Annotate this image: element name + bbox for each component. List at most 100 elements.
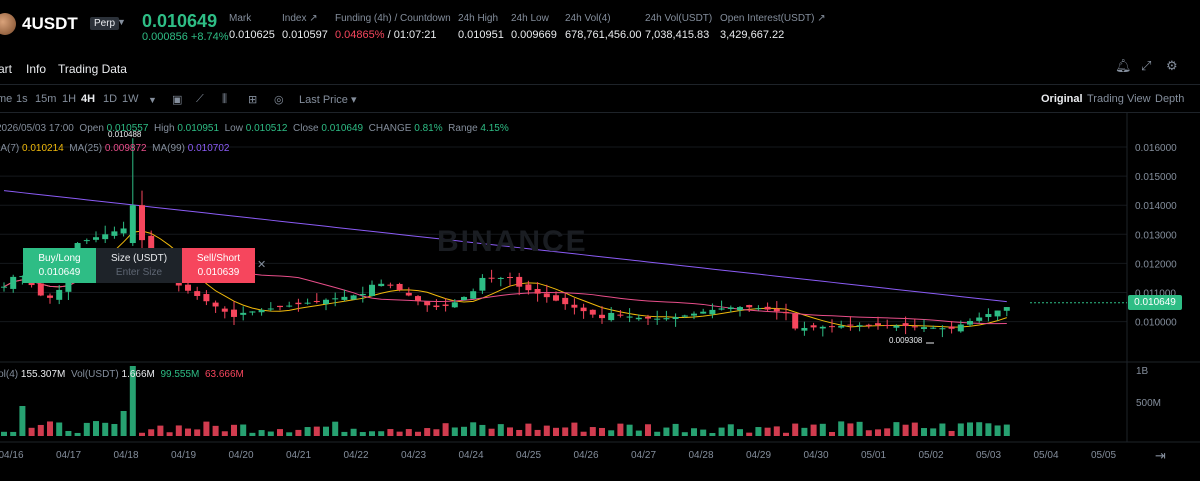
divider [0, 84, 1200, 85]
stat-oi-label[interactable]: Open Interest(USDT) ↗ [720, 13, 826, 24]
price-axis-label: 0.015000 [1135, 172, 1177, 183]
stat-high-label: 24h High [458, 13, 499, 24]
candle-body [755, 308, 762, 310]
view-trading-view[interactable]: Trading View [1087, 93, 1151, 105]
volume-bar [755, 427, 762, 436]
candle-type-icon[interactable]: ⫼ [222, 93, 228, 105]
candle-body [240, 312, 247, 315]
size-input[interactable] [99, 267, 179, 278]
tab-info[interactable]: Info [26, 62, 47, 76]
candle-body [369, 284, 375, 297]
date-axis-label: 04/27 [631, 450, 656, 461]
volume-bar [194, 429, 201, 436]
price-chart[interactable]: 0.016000 0.015000 0.014000 0.013000 0.012000… [0, 112, 1200, 481]
candle-body [571, 304, 578, 308]
candle-body [415, 296, 421, 302]
volume-bar [396, 431, 403, 436]
sell-short-button[interactable]: Sell/Short 0.010639 [182, 248, 255, 283]
volume-bar [341, 431, 348, 436]
view-original[interactable]: Original [1041, 93, 1083, 105]
candle-body [203, 294, 210, 302]
candle-body [19, 276, 26, 278]
stat-volusdt-label: 24h Vol(USDT) [645, 13, 713, 24]
ohlc-range: 4.15% [480, 123, 509, 134]
volume-bar [663, 427, 670, 436]
volume-bar [773, 426, 780, 436]
candle-body [884, 324, 891, 326]
volume-bar [764, 427, 771, 436]
symbol-dropdown-icon[interactable]: ▼ [117, 17, 126, 27]
settings-icon[interactable]: ⚙ [1166, 58, 1178, 73]
calendar-icon[interactable]: ▣ [172, 94, 183, 106]
volume-bar [120, 411, 127, 436]
size-field[interactable]: Size (USDT) [96, 248, 182, 283]
vol-axis-1b: 1B [1136, 366, 1149, 377]
vol-axis-500m: 500M [1136, 398, 1162, 409]
date-axis-label: 04/20 [228, 450, 253, 461]
stat-index-label[interactable]: Index ↗ [282, 13, 318, 24]
symbol-name[interactable]: 4USDT [22, 14, 78, 33]
candle-body [194, 291, 201, 296]
interval-time[interactable]: me [0, 93, 13, 105]
candle-body [313, 300, 320, 302]
interval-1d[interactable]: 1D [103, 93, 118, 105]
candle-body [709, 309, 716, 315]
volume-bar [221, 431, 228, 436]
buy-long-button[interactable]: Buy/Long 0.010649 [23, 248, 96, 283]
ma7-line [3, 230, 1007, 328]
volume-bar [939, 423, 946, 436]
volume-bar [709, 432, 716, 436]
interval-1h[interactable]: 1H [62, 93, 77, 105]
volusdt-value: 1.666M [121, 369, 155, 380]
date-axis-label: 04/21 [286, 450, 311, 461]
volume-bar [553, 427, 559, 436]
volume-bar [884, 428, 891, 436]
interval-dropdown-icon[interactable]: ▼ [148, 95, 157, 105]
interval-1w[interactable]: 1W [122, 93, 139, 105]
candle-body [488, 277, 495, 279]
candle-body [921, 327, 927, 329]
date-axis-label: 05/04 [1033, 450, 1058, 461]
interval-1s[interactable]: 1s [16, 93, 28, 105]
price-change: 0.000856 +8.74% [142, 31, 229, 43]
candle-body [175, 282, 182, 286]
bell-icon[interactable]: 🔔︎ [1115, 58, 1132, 73]
price-type-select[interactable]: Last Price ▾ [299, 94, 357, 106]
quick-order-widget: Buy/Long 0.010649 Size (USDT) Sell/Short… [23, 248, 269, 283]
fit-axis-icon[interactable]: ⇥ [1155, 448, 1166, 463]
close-icon[interactable]: ✕ [257, 259, 267, 271]
volume-bar [129, 366, 136, 436]
volume-bar [166, 432, 173, 436]
drawing-tools-icon[interactable]: ⊞ [248, 94, 258, 106]
target-icon[interactable]: ◎ [274, 94, 284, 106]
volume-bar [737, 429, 743, 436]
volume-bar [267, 431, 274, 436]
indicator-icon[interactable]: ⟋ [196, 93, 204, 105]
volume-bar [930, 428, 937, 436]
candle-body [139, 205, 145, 241]
interval-4h[interactable]: 4H [81, 93, 96, 105]
view-depth[interactable]: Depth [1155, 93, 1185, 105]
candle-body [1, 286, 7, 288]
volume-bar [19, 406, 26, 436]
tab-chart[interactable]: art [0, 62, 13, 76]
volume-bar [589, 427, 596, 436]
volume-bar [543, 425, 550, 436]
expand-icon[interactable]: ⤢ [1141, 58, 1152, 73]
date-axis-label: 04/19 [171, 450, 196, 461]
size-label: Size (USDT) [110, 253, 168, 264]
sell-label: Sell/Short [196, 253, 241, 264]
interval-15m[interactable]: 15m [35, 93, 57, 105]
volume-bar [378, 431, 385, 436]
tab-trading-data[interactable]: Trading Data [58, 62, 127, 76]
volume-bar [470, 422, 477, 436]
last-price: 0.010649 [142, 11, 218, 31]
vol-ma1-value: 99.555M [160, 369, 200, 380]
candle-body [617, 314, 624, 316]
date-axis-label: 04/28 [688, 450, 713, 461]
candle-body [691, 313, 697, 316]
ma7-label: MA(7) [0, 143, 20, 154]
volume-bar [1003, 424, 1010, 436]
volume-bar [957, 423, 964, 436]
ohlc-change-label: CHANGE [368, 123, 412, 134]
